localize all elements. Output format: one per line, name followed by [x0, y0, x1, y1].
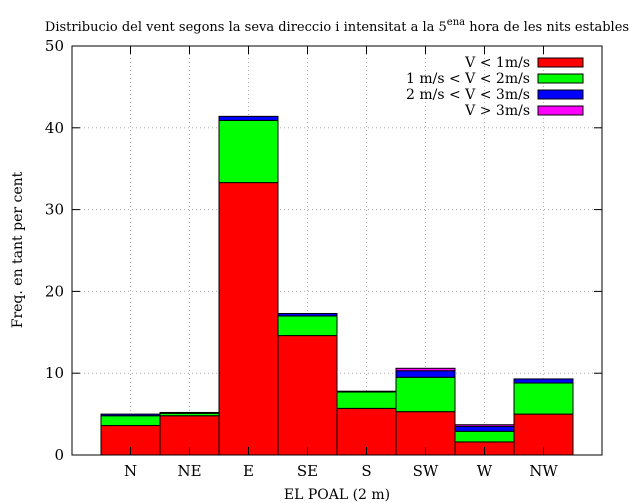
bar-segment: [454, 425, 515, 432]
bar-segment: [395, 367, 456, 372]
legend-label: 1 m/s < V < 2m/s: [406, 71, 530, 87]
bar-segment: [395, 370, 456, 378]
x-tick-label: NE: [177, 462, 201, 480]
x-tick-label: W: [477, 462, 493, 480]
legend-swatch: [537, 73, 584, 84]
legend-swatch: [537, 57, 584, 68]
legend: V < 1m/s1 m/s < V < 2m/s2 m/s < V < 3m/s…: [406, 55, 584, 119]
bar-segment: [277, 312, 338, 317]
y-tick-label: 50: [45, 37, 64, 55]
legend-label: 2 m/s < V < 3m/s: [406, 87, 530, 103]
x-axis-label: EL POAL (2 m): [284, 487, 390, 503]
y-tick-label: 40: [45, 119, 64, 137]
x-tick-label: SE: [297, 462, 318, 480]
chart-title: Distribucio del vent segons la seva dire…: [45, 17, 629, 35]
bar-segment: [159, 411, 220, 414]
bar-segment: [218, 182, 279, 456]
x-tick-label: SW: [413, 462, 439, 480]
y-tick-label: 30: [45, 201, 64, 219]
y-tick-label: 20: [45, 282, 64, 300]
bar-segment: [454, 430, 515, 443]
y-axis-label: Freq. en tant per cent: [10, 171, 26, 328]
bar-segment: [100, 413, 161, 417]
bar-segment: [218, 115, 279, 121]
stacked-bars: [100, 115, 574, 456]
x-tick-label: E: [243, 462, 254, 480]
axis-ticks: 0 10 20 30 40 50 N NE E SE S SW W NW: [45, 37, 602, 480]
legend-label: V < 1m/s: [464, 55, 530, 71]
legend-swatch: [537, 89, 584, 100]
bar-segment: [336, 390, 397, 393]
bar-segment: [100, 415, 161, 427]
bar-segment: [277, 315, 338, 337]
legend-swatch: [537, 105, 584, 116]
bar-segment: [277, 335, 338, 456]
x-tick-label: NW: [529, 462, 558, 480]
bar-segment: [513, 382, 574, 415]
chart-title-superscript: ena: [447, 17, 465, 28]
bar-segment: [218, 119, 279, 184]
bar-segment: [454, 424, 515, 427]
bar-segment: [395, 376, 456, 413]
y-tick-label: 0: [54, 446, 64, 464]
legend-label: V > 3m/s: [464, 103, 530, 119]
x-tick-label: N: [124, 462, 137, 480]
bar-segment: [513, 378, 574, 384]
y-tick-label: 10: [45, 364, 64, 382]
bar-segment: [336, 391, 397, 409]
x-tick-label: S: [361, 462, 371, 480]
plot-frame: [71, 45, 603, 456]
